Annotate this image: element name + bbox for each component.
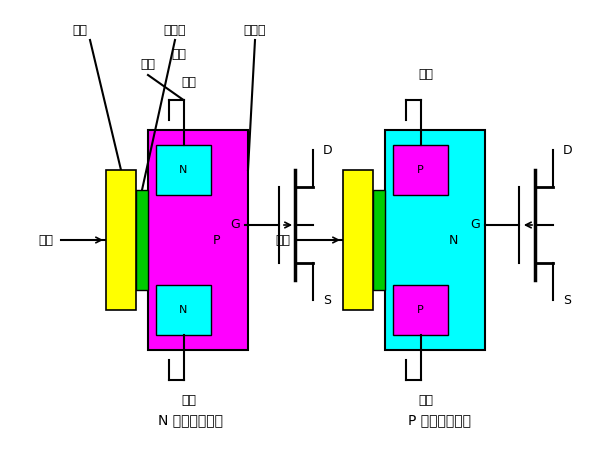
Bar bbox=[156, 145, 211, 195]
Text: 栀极: 栀极 bbox=[38, 234, 53, 247]
Bar bbox=[106, 170, 136, 310]
Text: P 沟道场效应管: P 沟道场效应管 bbox=[409, 413, 472, 427]
Text: 漏极: 漏极 bbox=[418, 68, 433, 81]
Text: N: N bbox=[179, 165, 188, 175]
Text: 源极: 源极 bbox=[181, 393, 196, 406]
Text: S: S bbox=[563, 293, 571, 306]
Text: 半导体: 半导体 bbox=[244, 23, 266, 36]
Text: D: D bbox=[563, 144, 572, 157]
Text: 氧化物: 氧化物 bbox=[164, 23, 186, 36]
Text: 金属: 金属 bbox=[73, 23, 88, 36]
Text: 漏极: 漏极 bbox=[140, 58, 155, 72]
Text: 漏极: 漏极 bbox=[171, 49, 186, 62]
Bar bbox=[385, 130, 485, 350]
Text: D: D bbox=[323, 144, 332, 157]
Text: N: N bbox=[448, 234, 458, 247]
Bar bbox=[343, 170, 373, 310]
Text: 漏极: 漏极 bbox=[181, 76, 196, 89]
Bar bbox=[136, 190, 148, 290]
Text: G: G bbox=[230, 219, 240, 231]
Text: N: N bbox=[179, 305, 188, 315]
Text: N 沟道场效应管: N 沟道场效应管 bbox=[157, 413, 223, 427]
Bar bbox=[393, 285, 448, 335]
Text: S: S bbox=[323, 293, 331, 306]
Text: P: P bbox=[417, 305, 424, 315]
Text: 源极: 源极 bbox=[418, 393, 433, 406]
Bar bbox=[156, 285, 211, 335]
Text: G: G bbox=[470, 219, 480, 231]
Text: 栀极: 栀极 bbox=[275, 234, 290, 247]
Text: P: P bbox=[212, 234, 220, 247]
Bar bbox=[148, 130, 248, 350]
Text: P: P bbox=[417, 165, 424, 175]
Bar bbox=[393, 145, 448, 195]
Bar bbox=[373, 190, 385, 290]
